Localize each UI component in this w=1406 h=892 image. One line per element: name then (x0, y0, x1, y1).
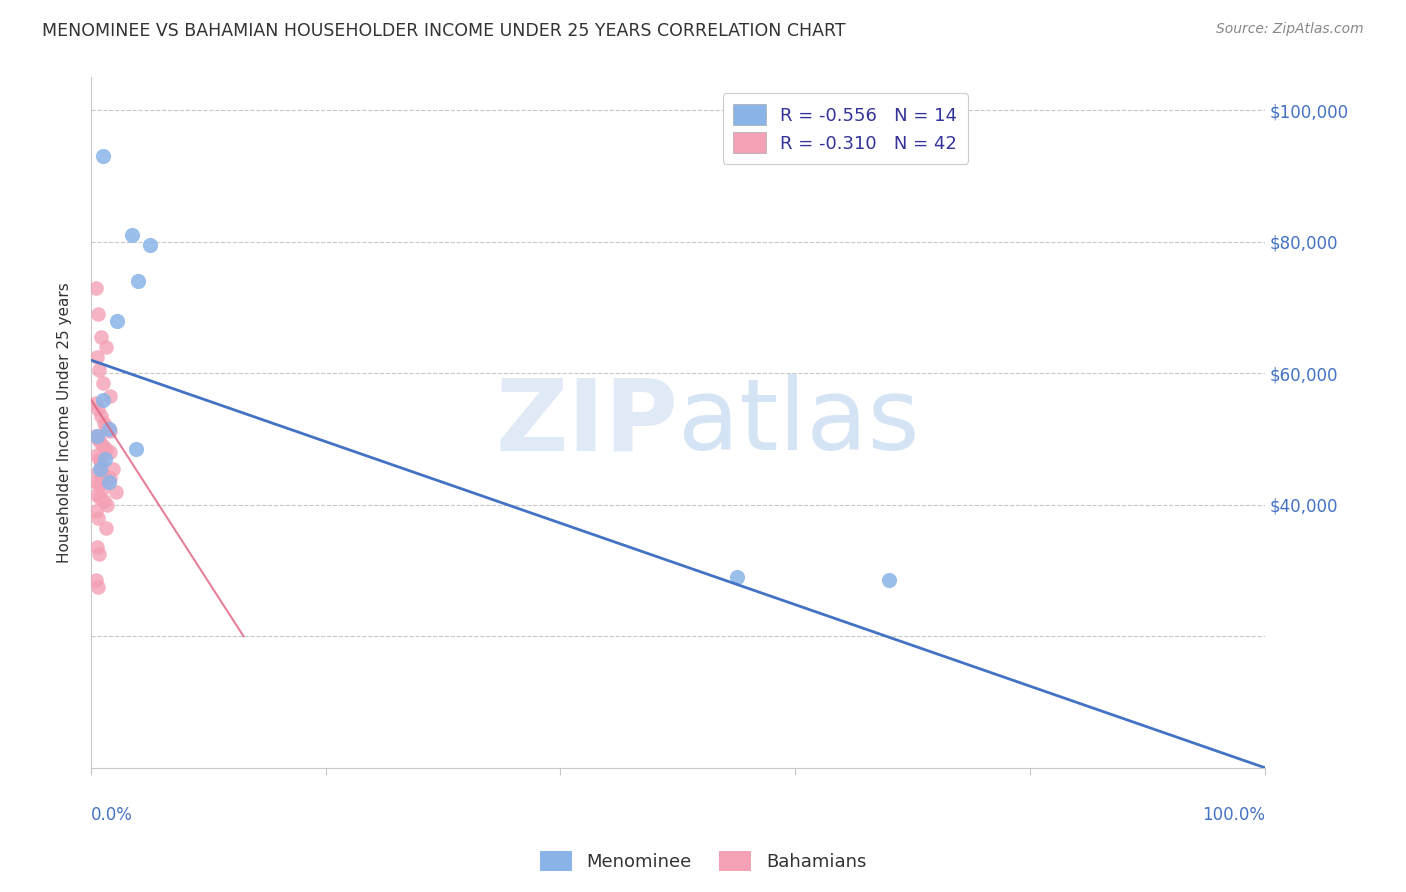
Point (98, 445, 121, 459)
Point (86, 350, 108, 364)
Point (93, 494, 115, 508)
Point (96, 442, 118, 456)
Text: MENOMINEE VS BAHAMIAN HOUSEHOLDER INCOME UNDER 25 YEARS CORRELATION CHART: MENOMINEE VS BAHAMIAN HOUSEHOLDER INCOME… (42, 22, 846, 40)
Point (104, 484, 127, 499)
Point (84, 504, 107, 518)
Text: atlas: atlas (678, 374, 920, 471)
Point (98, 471, 121, 485)
Point (877, 574, 900, 588)
Point (725, 570, 748, 584)
Point (89, 461, 111, 475)
Point (91, 439, 114, 453)
Point (89, 363, 111, 377)
Point (86, 488, 108, 502)
Point (86, 541, 108, 555)
Point (91, 376, 114, 391)
Point (98, 389, 121, 403)
Point (103, 461, 125, 475)
Point (90, 330, 112, 344)
Point (97, 422, 120, 436)
Point (138, 238, 160, 252)
Point (84, 396, 107, 410)
Point (89, 435, 111, 450)
Point (89, 547, 111, 561)
Point (87, 511, 110, 525)
Point (89, 478, 111, 492)
Point (121, 228, 143, 243)
Text: 100.0%: 100.0% (1202, 805, 1265, 823)
Point (90, 409, 112, 423)
Point (127, 274, 149, 288)
Point (93, 468, 115, 483)
Legend: Menominee, Bahamians: Menominee, Bahamians (533, 844, 873, 879)
Point (84, 475, 107, 489)
Point (87, 432, 110, 446)
Text: ZIP: ZIP (495, 374, 678, 471)
Point (124, 442, 146, 456)
Point (91, 481, 114, 495)
Point (84, 574, 107, 588)
Point (105, 314, 128, 328)
Point (96, 340, 118, 354)
Y-axis label: Householder Income Under 25 years: Householder Income Under 25 years (58, 282, 72, 563)
Point (84, 428, 107, 442)
Point (93, 416, 115, 430)
Point (89, 451, 111, 466)
Point (94, 451, 117, 466)
Point (87, 307, 110, 321)
Point (91, 149, 114, 163)
Point (87, 580, 110, 594)
Point (84, 281, 107, 295)
Point (96, 521, 118, 535)
Point (97, 475, 120, 489)
Point (96, 420, 118, 434)
Point (87, 402, 110, 417)
Point (98, 424, 121, 438)
Point (86, 428, 108, 442)
Point (87, 465, 110, 479)
Point (90, 455, 112, 469)
Point (86, 449, 108, 463)
Point (91, 392, 114, 407)
Point (96, 498, 118, 512)
Legend: R = -0.556   N = 14, R = -0.310   N = 42: R = -0.556 N = 14, R = -0.310 N = 42 (723, 94, 969, 164)
Text: 0.0%: 0.0% (91, 805, 132, 823)
Point (89, 491, 111, 505)
Text: Source: ZipAtlas.com: Source: ZipAtlas.com (1216, 22, 1364, 37)
